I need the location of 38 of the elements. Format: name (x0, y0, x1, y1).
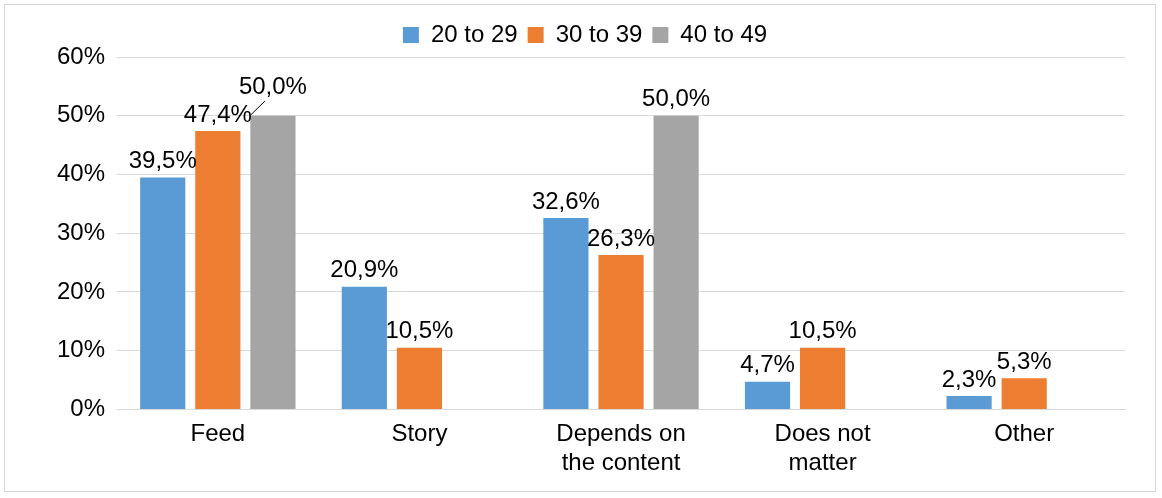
bar (140, 177, 186, 409)
legend-label: 20 to 29 (430, 19, 518, 47)
data-label: 5,3% (996, 346, 1052, 374)
data-label: 50,0% (238, 71, 307, 99)
y-tick-label: 20% (56, 276, 106, 304)
data-label: 2,3% (941, 364, 997, 392)
x-tick-label: Story (391, 419, 448, 447)
data-label: 47,4% (183, 99, 252, 127)
bar (800, 347, 846, 409)
data-label: 20,9% (330, 255, 399, 283)
data-label: 50,0% (642, 84, 711, 112)
bar (744, 381, 791, 409)
y-tick-label: 50% (56, 100, 106, 128)
bar (1001, 378, 1047, 409)
x-tick-label: Feed (190, 419, 246, 447)
data-label: 4,7% (740, 350, 795, 378)
y-tick-label: 0% (70, 394, 106, 422)
data-label: 26,3% (586, 223, 656, 251)
bar (341, 286, 387, 409)
bar (396, 347, 443, 409)
bar (946, 395, 992, 409)
y-tick-label: 30% (56, 217, 106, 245)
bar (250, 115, 296, 409)
y-tick-label: 40% (56, 159, 106, 187)
y-tick-label: 10% (56, 335, 106, 363)
data-label: 10,5% (788, 316, 857, 344)
x-tick-label: Other (994, 419, 1055, 447)
data-label: 32,6% (531, 186, 600, 214)
legend-label: 40 to 49 (680, 19, 768, 47)
bar (543, 217, 589, 409)
bar (598, 254, 644, 409)
x-tick-label: Does not matter (774, 419, 871, 476)
data-label: 10,5% (385, 316, 454, 344)
legend-label: 30 to 39 (555, 19, 643, 47)
x-tick-label: Depends on the content (556, 419, 686, 476)
bar (195, 131, 241, 409)
bar (653, 115, 699, 409)
y-tick-label: 60% (56, 41, 106, 69)
